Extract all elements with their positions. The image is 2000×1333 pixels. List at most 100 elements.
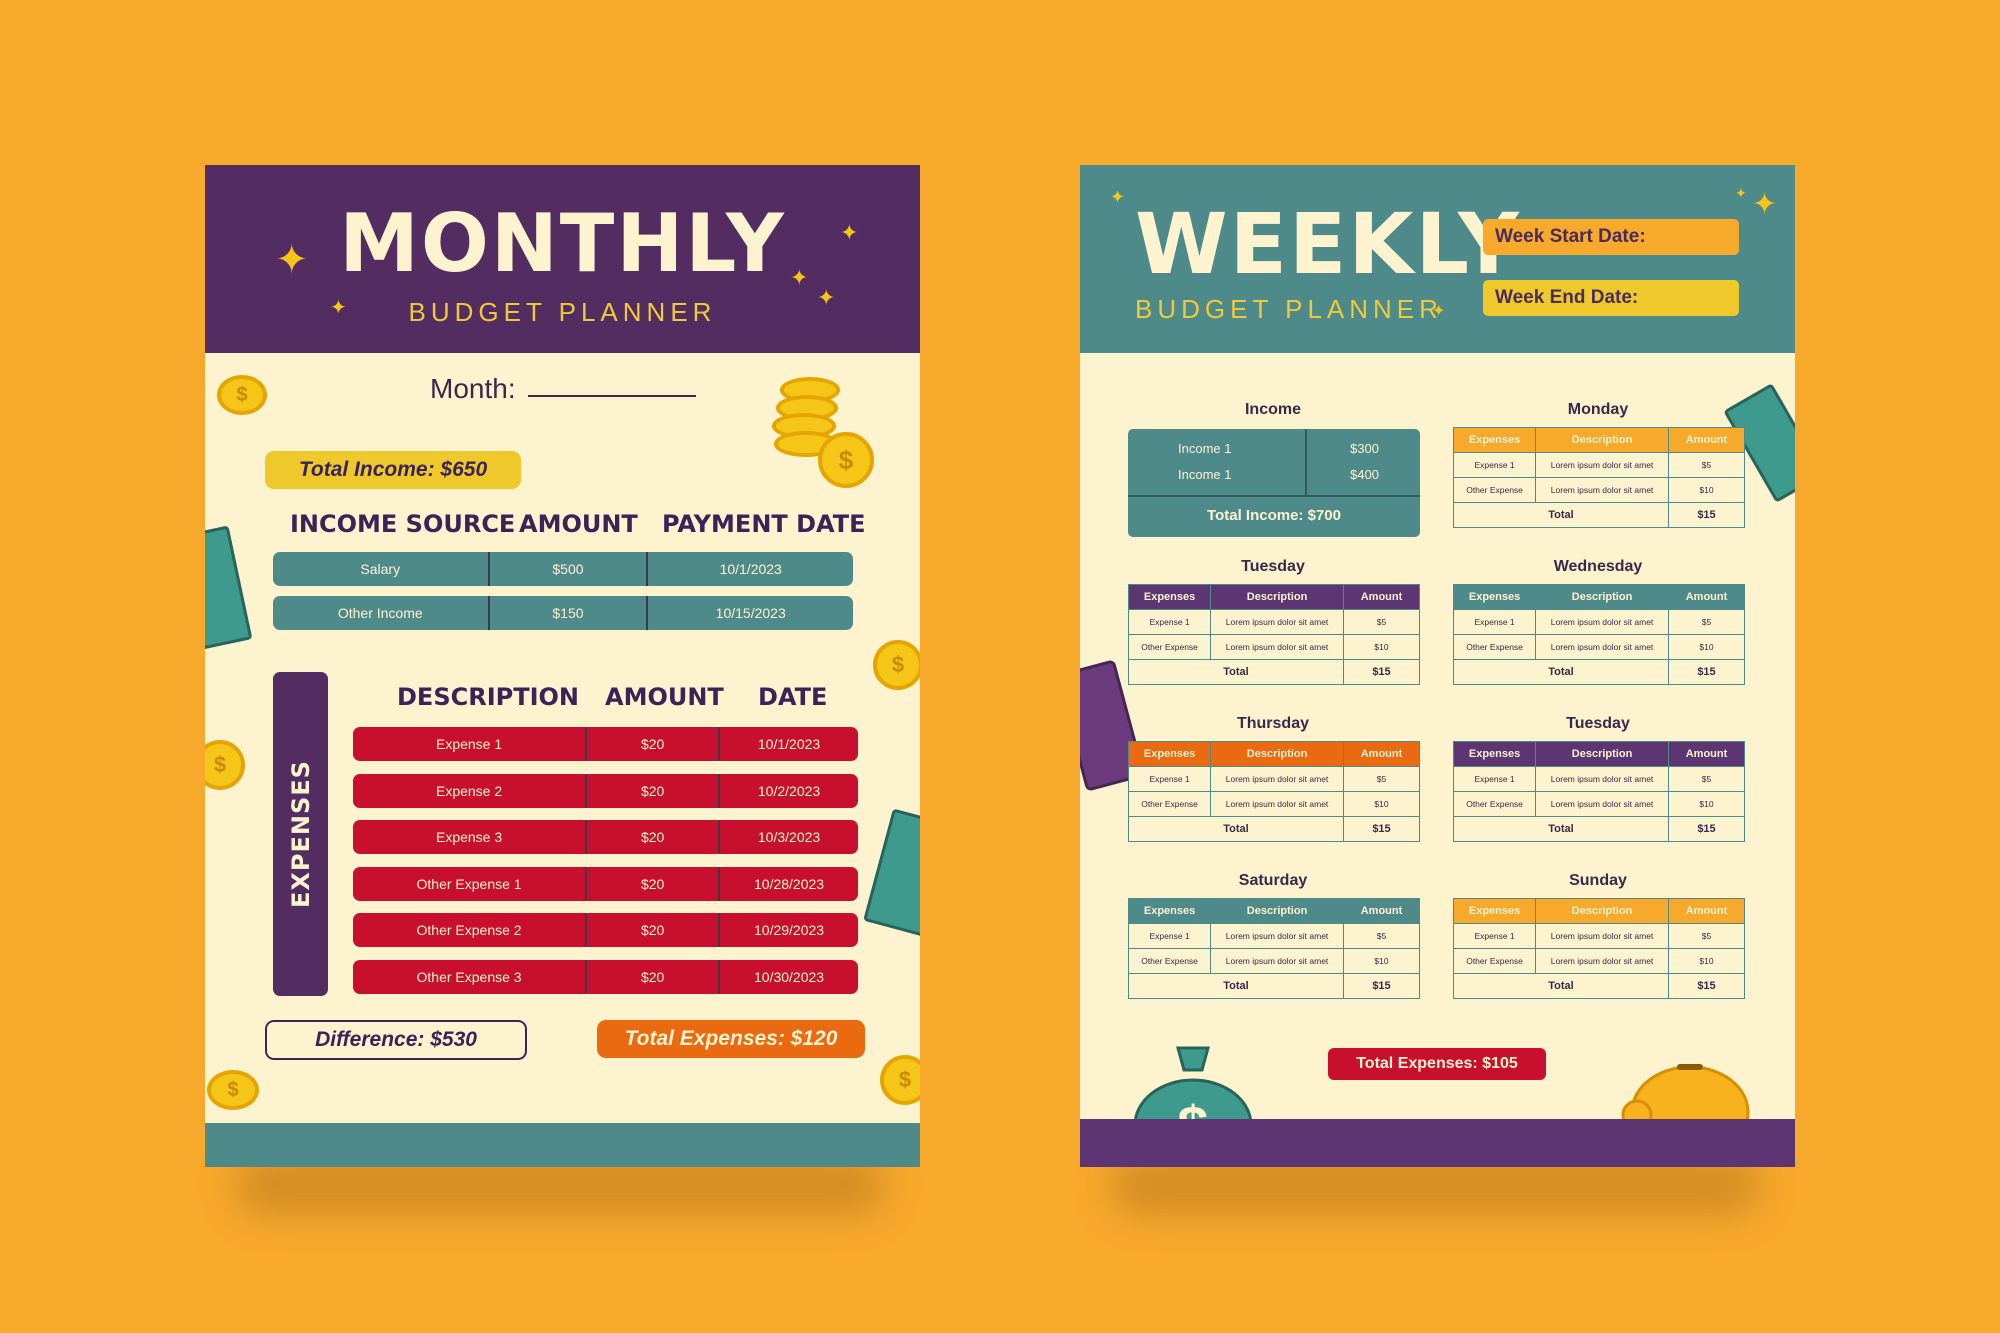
income-divider — [1305, 429, 1307, 495]
table-cell: $10 — [1667, 948, 1746, 974]
table-total-row: Total $15 — [1453, 973, 1746, 999]
monthly-budget-sheet: MONTHLY BUDGET PLANNER ✦ ✦ ✦ ✦ ✦ $ $ $ $… — [205, 165, 920, 1167]
table-cell: Lorem ipsum dolor sit amet — [1535, 452, 1669, 478]
weekly-title: WEEKLY — [1135, 195, 1521, 293]
day-title: Sunday — [1569, 872, 1627, 889]
table-total-row: Total $15 — [1128, 816, 1421, 842]
star-icon: ✦ — [840, 220, 859, 245]
table-cell: $10 — [1667, 791, 1746, 817]
expense-row: Expense 1 $20 10/1/2023 — [353, 727, 858, 761]
total-income-text: Total Income: $700 — [1207, 507, 1341, 524]
expense-date-cell: 10/3/2023 — [718, 820, 858, 855]
total-value: $15 — [1342, 973, 1421, 999]
table-header-cell: Expenses — [1127, 584, 1212, 610]
description-header: DESCRIPTION — [397, 683, 580, 711]
table-cell: $5 — [1342, 766, 1421, 792]
table-header-cell: Amount — [1342, 584, 1421, 610]
expense-row: Other Expense 1 $20 10/28/2023 — [353, 866, 858, 901]
table-cell: $5 — [1667, 923, 1746, 949]
amount-header: AMOUNT — [519, 510, 638, 538]
income-amount: $300 — [1350, 441, 1379, 456]
day-title: Saturday — [1238, 872, 1308, 889]
total-label: Total — [1453, 502, 1669, 528]
star-icon: ✦ — [1432, 303, 1446, 320]
expense-date-cell: 10/28/2023 — [718, 866, 858, 901]
table-header-cell: Amount — [1342, 898, 1421, 924]
table-cell: $5 — [1342, 923, 1421, 949]
total-label: Total — [1128, 816, 1344, 842]
table-row: Expense 1 Lorem ipsum dolor sit amet $5 — [1127, 766, 1421, 792]
table-header-cell: Expenses — [1452, 427, 1537, 453]
table-row: Other Expense Lorem ipsum dolor sit amet $… — [1127, 791, 1421, 817]
day-expense-table: Expenses Description Amount Expense 1 Lorem … — [1452, 427, 1746, 528]
table-cell: Lorem ipsum dolor sit amet — [1210, 766, 1344, 792]
income-amount: $400 — [1350, 467, 1379, 482]
coin-icon: $ — [207, 1070, 259, 1110]
expense-amount-cell: $20 — [585, 773, 718, 808]
coin-stack-icon: $ — [770, 377, 880, 488]
table-cell: $5 — [1667, 766, 1746, 792]
table-header-cell: Amount — [1667, 898, 1746, 924]
week-start-date-field[interactable]: Week Start Date: — [1483, 219, 1739, 255]
table-cell: Other Expense — [1127, 948, 1212, 974]
expense-date-cell: 10/30/2023 — [718, 960, 858, 994]
weekly-footer — [1080, 1119, 1795, 1167]
coin-icon: $ — [217, 375, 267, 415]
table-row: Other Expense Lorem ipsum dolor sit amet $… — [1452, 477, 1746, 503]
star-icon: ✦ — [330, 297, 347, 319]
total-income-badge: Total Income: $650 — [265, 451, 521, 489]
table-cell: Lorem ipsum dolor sit amet — [1535, 791, 1669, 817]
expense-row: Other Expense 2 $20 10/29/2023 — [353, 913, 858, 948]
expense-desc-cell: Other Expense 3 — [416, 969, 522, 985]
weekly-income-box: Income 1 $300 Income 1 $400 Total Income… — [1128, 429, 1420, 537]
star-icon: ✦ — [275, 238, 309, 282]
day-expense-table: Expenses Description Amount Expense 1 Lorem … — [1452, 898, 1746, 999]
table-cell: $5 — [1342, 609, 1421, 635]
expense-amount-cell: $20 — [585, 727, 718, 761]
table-header-cell: Expenses — [1452, 898, 1537, 924]
table-header-cell: Expenses — [1452, 741, 1537, 767]
table-header-cell: Description — [1210, 741, 1344, 767]
expense-row: Expense 2 $20 10/2/2023 — [353, 773, 858, 808]
income-row: Salary $500 10/1/2023 — [273, 552, 853, 586]
table-total-row: Total $15 — [1128, 659, 1421, 685]
table-header-cell: Description — [1535, 741, 1669, 767]
expense-date-cell: 10/29/2023 — [718, 913, 858, 948]
total-value: $15 — [1667, 816, 1746, 842]
table-row: Expense 1 Lorem ipsum dolor sit amet $5 — [1127, 923, 1421, 949]
star-icon: ✦ — [1752, 188, 1778, 221]
table-header-cell: Description — [1535, 898, 1669, 924]
table-total-row: Total $15 — [1453, 816, 1746, 842]
income-label: Income 1 — [1178, 467, 1232, 482]
table-header-cell: Description — [1535, 427, 1669, 453]
table-cell: Expense 1 — [1127, 609, 1212, 635]
expense-desc-cell: Expense 3 — [435, 829, 503, 846]
income-date-cell: 10/15/2023 — [646, 596, 853, 630]
table-cell: $10 — [1667, 477, 1746, 503]
table-cell: Lorem ipsum dolor sit amet — [1210, 923, 1344, 949]
table-header-cell: Amount — [1667, 584, 1746, 610]
month-input-line[interactable] — [528, 395, 696, 397]
income-date-cell: 10/1/2023 — [646, 552, 853, 586]
income-amount-cell: $500 — [487, 552, 647, 586]
expense-date-cell: 10/2/2023 — [718, 773, 858, 808]
total-value: $15 — [1342, 816, 1421, 842]
table-row: Expense 1 Lorem ipsum dolor sit amet $5 — [1452, 923, 1746, 949]
table-row: Other Expense Lorem ipsum dolor sit amet $… — [1127, 948, 1421, 974]
table-cell: Lorem ipsum dolor sit amet — [1210, 634, 1344, 660]
table-cell: Other Expense — [1127, 634, 1212, 660]
table-cell: Expense 1 — [1127, 923, 1212, 949]
week-end-date-field[interactable]: Week End Date: — [1483, 280, 1739, 316]
table-cell: Lorem ipsum dolor sit amet — [1210, 948, 1344, 974]
table-cell: Lorem ipsum dolor sit amet — [1535, 609, 1669, 635]
table-cell: Expense 1 — [1452, 609, 1537, 635]
table-cell: Expense 1 — [1452, 452, 1537, 478]
total-label: Total — [1128, 973, 1344, 999]
expense-desc-cell: Expense 2 — [435, 782, 503, 799]
table-cell: Expense 1 — [1452, 923, 1537, 949]
income-source-header: INCOME SOURCE — [290, 510, 516, 538]
star-icon: ✦ — [790, 265, 809, 290]
table-cell: Other Expense — [1452, 791, 1537, 817]
total-label: Total — [1128, 659, 1344, 685]
payment-date-header: PAYMENT DATE — [662, 510, 866, 538]
